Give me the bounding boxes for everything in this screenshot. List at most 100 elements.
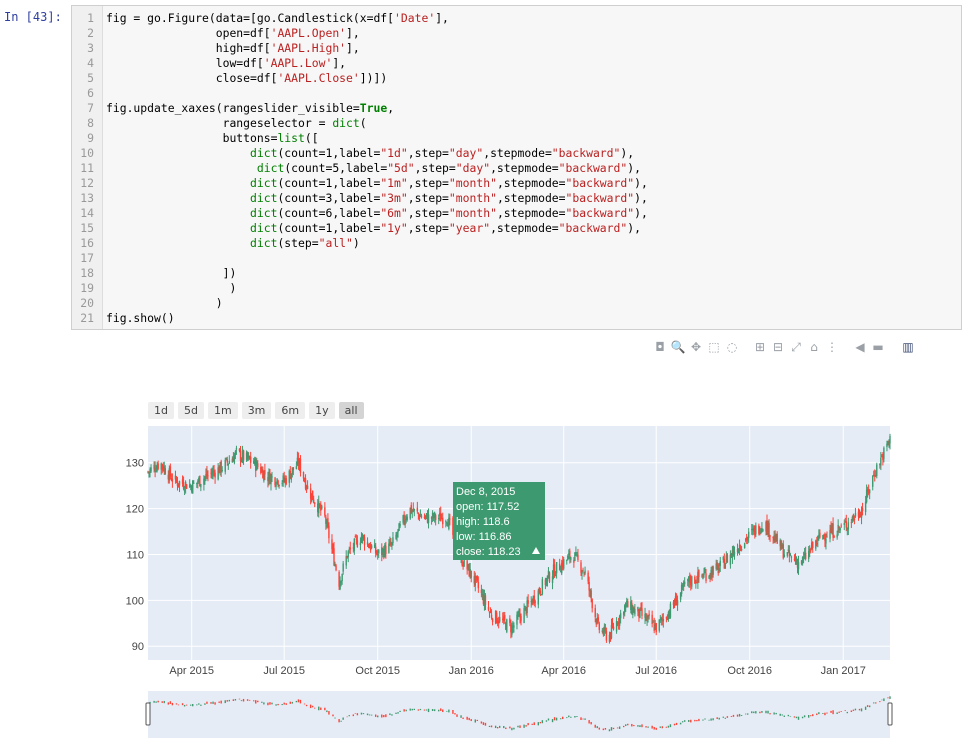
- candle-body: [291, 467, 294, 475]
- candle-body: [662, 619, 665, 622]
- range-button-1d[interactable]: 1d: [148, 402, 174, 419]
- candle-body: [797, 562, 800, 570]
- candle-body: [385, 546, 387, 555]
- range-button-1m[interactable]: 1m: [207, 402, 238, 419]
- range-selector: 1d 5d 1m 3m 6m 1y all: [148, 402, 364, 419]
- candle-body: [873, 474, 875, 477]
- candle-body: [523, 608, 525, 624]
- candle-body: [406, 516, 408, 521]
- hover-compare-icon[interactable]: ▬: [872, 340, 884, 354]
- candle-body: [214, 472, 216, 478]
- candle-body: [317, 503, 319, 513]
- box-select-icon[interactable]: ⬚: [708, 340, 720, 354]
- line-number: 7: [87, 101, 94, 115]
- code-cell[interactable]: 1 fig = go.Figure(data=[go.Candlestick(x=…: [71, 5, 962, 330]
- hover-closest-icon[interactable]: ◀: [855, 340, 865, 354]
- candle-body: [655, 623, 657, 633]
- candle-body: [837, 524, 839, 533]
- candle-body: [327, 518, 329, 528]
- candle-body: [681, 584, 684, 588]
- candle-body: [832, 523, 834, 538]
- code-text: fig = go.Figure(data=[go.Candlestick(x=d…: [106, 11, 449, 25]
- code-text: fig.update_xaxes(rangeslider_visible=Tru…: [106, 101, 395, 115]
- candle-body: [352, 547, 355, 549]
- candle-body: [425, 513, 428, 516]
- range-button-1y[interactable]: 1y: [309, 402, 335, 419]
- x-tick-label: Apr 2015: [169, 665, 214, 677]
- candlestick-chart[interactable]: 90 100 110 120 130 Apr 2015 Jul 2015 Oct 2015 Ja…: [0, 420, 962, 741]
- pan-icon[interactable]: ✥: [690, 340, 702, 354]
- candle-body: [183, 490, 186, 492]
- candle-body: [335, 565, 337, 571]
- range-button-6m[interactable]: 6m: [275, 402, 306, 419]
- candle-body: [601, 630, 604, 632]
- candle-body: [696, 581, 698, 584]
- candle-body: [641, 608, 643, 616]
- candle-body: [224, 459, 226, 472]
- candle-body: [860, 509, 863, 518]
- candle-body: [495, 612, 498, 624]
- candle-body: [260, 467, 262, 474]
- candle-body: [790, 556, 793, 558]
- candle-body: [888, 441, 890, 445]
- candle-body: [491, 618, 494, 623]
- candle-body: [624, 605, 626, 613]
- range-button-all[interactable]: all: [338, 402, 364, 419]
- zoom-icon[interactable]: 🔍: [670, 340, 686, 354]
- candle-body: [148, 471, 150, 473]
- code-line: 21 fig.show(): [72, 311, 648, 326]
- range-slider-left-handle[interactable]: [145, 702, 151, 726]
- candle-body: [171, 478, 174, 482]
- candle-body: [474, 575, 476, 586]
- reset-axes-icon[interactable]: ⌂: [810, 340, 818, 354]
- plotly-logo-icon[interactable]: ▥: [902, 340, 914, 354]
- candle-body: [577, 554, 579, 560]
- candle-body: [745, 537, 748, 541]
- candle-body: [397, 529, 399, 533]
- lasso-icon[interactable]: ◌: [726, 340, 738, 354]
- candle-body: [295, 466, 298, 469]
- line-number: 13: [80, 191, 94, 205]
- candle-body: [594, 608, 596, 618]
- candle-body: [362, 536, 365, 538]
- candle-body: [346, 556, 348, 558]
- candle-body: [548, 572, 551, 582]
- autoscale-icon[interactable]: ⤢: [791, 340, 801, 354]
- line-number: 16: [80, 236, 94, 250]
- spike-lines-icon[interactable]: ⋮: [826, 340, 838, 354]
- candle-body: [261, 469, 263, 473]
- candle-body: [227, 463, 229, 466]
- candle-body: [718, 568, 720, 571]
- code-text: ): [106, 281, 237, 295]
- candle-body: [163, 466, 165, 471]
- camera-icon[interactable]: ◘: [655, 340, 665, 354]
- candle-body: [509, 618, 511, 623]
- candle-body: [729, 554, 732, 565]
- candle-body: [646, 617, 648, 621]
- candle-body: [298, 460, 301, 466]
- candle-body: [615, 621, 618, 632]
- candle-body: [228, 461, 231, 464]
- range-slider-right-handle[interactable]: [887, 702, 893, 726]
- candle-body: [736, 549, 739, 553]
- candle-body: [487, 606, 490, 610]
- candle-body: [739, 547, 742, 549]
- code-line: 19 ): [72, 281, 648, 296]
- code-editor[interactable]: 1 fig = go.Figure(data=[go.Candlestick(x=…: [72, 11, 648, 326]
- candle-body: [198, 478, 200, 482]
- candle-body: [669, 603, 672, 618]
- candle-body: [846, 527, 849, 531]
- line-number: 5: [87, 71, 94, 85]
- zoom-out-icon[interactable]: ⊟: [772, 340, 784, 354]
- tooltip-date: Dec 8, 2015: [456, 486, 515, 498]
- candle-body: [566, 559, 568, 561]
- candle-body: [618, 615, 621, 626]
- candle-body: [303, 480, 306, 482]
- range-button-3m[interactable]: 3m: [241, 402, 272, 419]
- candle-body: [818, 534, 820, 536]
- range-button-5d[interactable]: 5d: [177, 402, 204, 419]
- candle-body: [520, 615, 522, 622]
- candle-body: [370, 545, 373, 549]
- x-tick-label: Jan 2017: [821, 665, 866, 677]
- zoom-in-icon[interactable]: ⊞: [754, 340, 766, 354]
